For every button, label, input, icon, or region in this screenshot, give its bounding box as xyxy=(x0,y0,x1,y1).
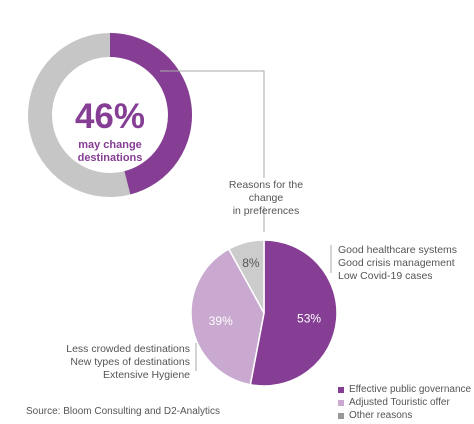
connector-line-top xyxy=(160,70,265,178)
headline-line1: may change xyxy=(78,139,142,151)
legend-item: Other reasons xyxy=(338,409,471,422)
connector-label-line2: in preferences xyxy=(232,205,300,217)
connector-label-line1: Reasons for the change xyxy=(228,179,304,204)
headline-line2: destinations xyxy=(78,152,143,164)
legend-label: Other reasons xyxy=(349,410,413,421)
pie-slice-label: 39% xyxy=(209,314,233,328)
donut-chart xyxy=(28,33,192,197)
pie-slice xyxy=(190,248,265,386)
pie-labels: 53% 39% 8% xyxy=(209,256,322,328)
right-annotation-line: Good crisis management xyxy=(338,257,455,269)
pie-slice-label: 8% xyxy=(242,256,260,270)
legend-item: Effective public governance xyxy=(338,383,471,396)
left-annotation-line: Less crowded destinations xyxy=(66,343,190,355)
left-annotation-line: Extensive Hygiene xyxy=(103,369,190,381)
headline-percent: 46% xyxy=(75,97,145,136)
left-annotation: Less crowded destinations New types of d… xyxy=(66,343,190,382)
pie-slice-label: 53% xyxy=(297,311,321,325)
legend-label: Effective public governance xyxy=(349,384,472,395)
pie-chart xyxy=(190,239,338,387)
donut-fill-arc xyxy=(109,33,192,195)
pie-slice xyxy=(249,239,338,387)
right-annotation-line: Good healthcare systems xyxy=(338,244,458,256)
pie-slice xyxy=(227,239,265,314)
connector-label: Reasons for the change in preferences xyxy=(216,179,316,218)
legend: Effective public governance Adjusted Tou… xyxy=(338,383,471,422)
right-annotation-line: Low Covid-19 cases xyxy=(338,270,433,282)
legend-swatch xyxy=(338,386,344,393)
legend-swatch xyxy=(338,412,344,419)
legend-item: Adjusted Touristic offer xyxy=(338,396,471,409)
legend-label: Adjusted Touristic offer xyxy=(349,397,450,408)
left-annotation-line: New types of destinations xyxy=(70,356,190,368)
source-note: Source: Bloom Consulting and D2-Analytic… xyxy=(26,406,220,417)
legend-swatch xyxy=(338,399,344,406)
right-annotation: Good healthcare systems Good crisis mana… xyxy=(338,244,457,283)
